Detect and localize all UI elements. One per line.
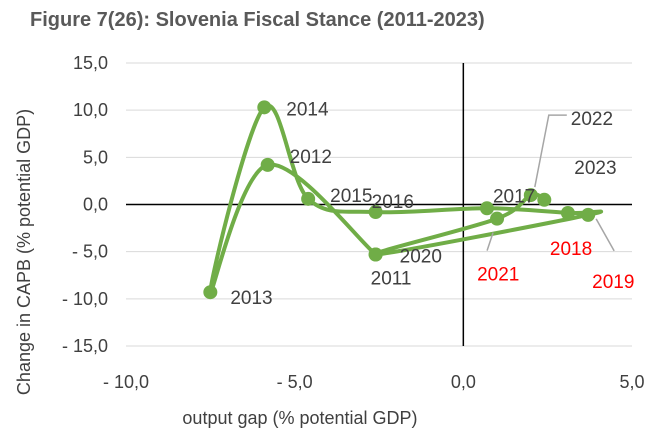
chart-title: Figure 7(26): Slovenia Fiscal Stance (20…	[30, 9, 485, 31]
point-label-2021: 2021	[477, 265, 519, 286]
data-point-2014	[257, 100, 272, 115]
data-point-2012	[260, 157, 275, 172]
point-label-2020: 2020	[400, 246, 442, 267]
point-label-2023: 2023	[574, 158, 616, 179]
y-tick-label: 0,0	[83, 195, 108, 215]
data-point-2013	[203, 285, 218, 300]
x-tick-label: 0,0	[451, 372, 476, 392]
tick-labels: 15,0 10,0 5,0 0,0 - 5,0 - 10,0 - 15,0 - 10,0 - 5…	[62, 53, 645, 392]
x-tick-label: - 10,0	[103, 372, 149, 392]
data-point-2023	[537, 192, 552, 207]
y-tick-label: 5,0	[83, 147, 108, 167]
data-point-2020	[368, 247, 383, 262]
point-label-2022: 2022	[571, 109, 613, 130]
leader-line	[486, 232, 494, 251]
data-point-2022	[523, 188, 538, 203]
data-points	[203, 100, 596, 300]
data-series	[208, 103, 604, 295]
y-tick-label: - 5,0	[72, 242, 108, 262]
series-line	[208, 103, 604, 295]
point-label-2017: 2017	[493, 186, 535, 207]
point-label-2019: 2019	[592, 272, 634, 293]
point-label-2015: 2015	[330, 186, 372, 207]
point-label-2018: 2018	[550, 239, 592, 260]
x-tick-label: 5,0	[619, 372, 644, 392]
y-tick-label: 10,0	[73, 100, 108, 120]
leader-line	[534, 114, 567, 188]
data-point-2019	[581, 207, 596, 222]
y-tick-label: - 10,0	[62, 289, 108, 309]
point-label-2012: 2012	[290, 147, 332, 168]
point-label-2016: 2016	[372, 192, 414, 213]
point-label-2013: 2013	[230, 288, 272, 309]
data-point-2017	[479, 201, 494, 216]
x-axis-title: output gap (% potential GDP)	[182, 408, 417, 428]
point-label-2011: 2011	[371, 268, 412, 289]
data-point-2015	[301, 191, 316, 206]
x-tick-label: - 5,0	[277, 372, 313, 392]
leader-line	[595, 218, 615, 252]
y-axis-title: Change in CAPB (% potential GDP)	[14, 109, 34, 395]
data-point-2021	[490, 211, 505, 226]
y-tick-label: 15,0	[73, 53, 108, 73]
y-tick-label: - 15,0	[62, 336, 108, 356]
point-label-2014: 2014	[286, 99, 329, 120]
data-point-2016	[368, 205, 383, 220]
label-leader-lines	[486, 114, 615, 252]
data-point-2018	[560, 205, 575, 220]
